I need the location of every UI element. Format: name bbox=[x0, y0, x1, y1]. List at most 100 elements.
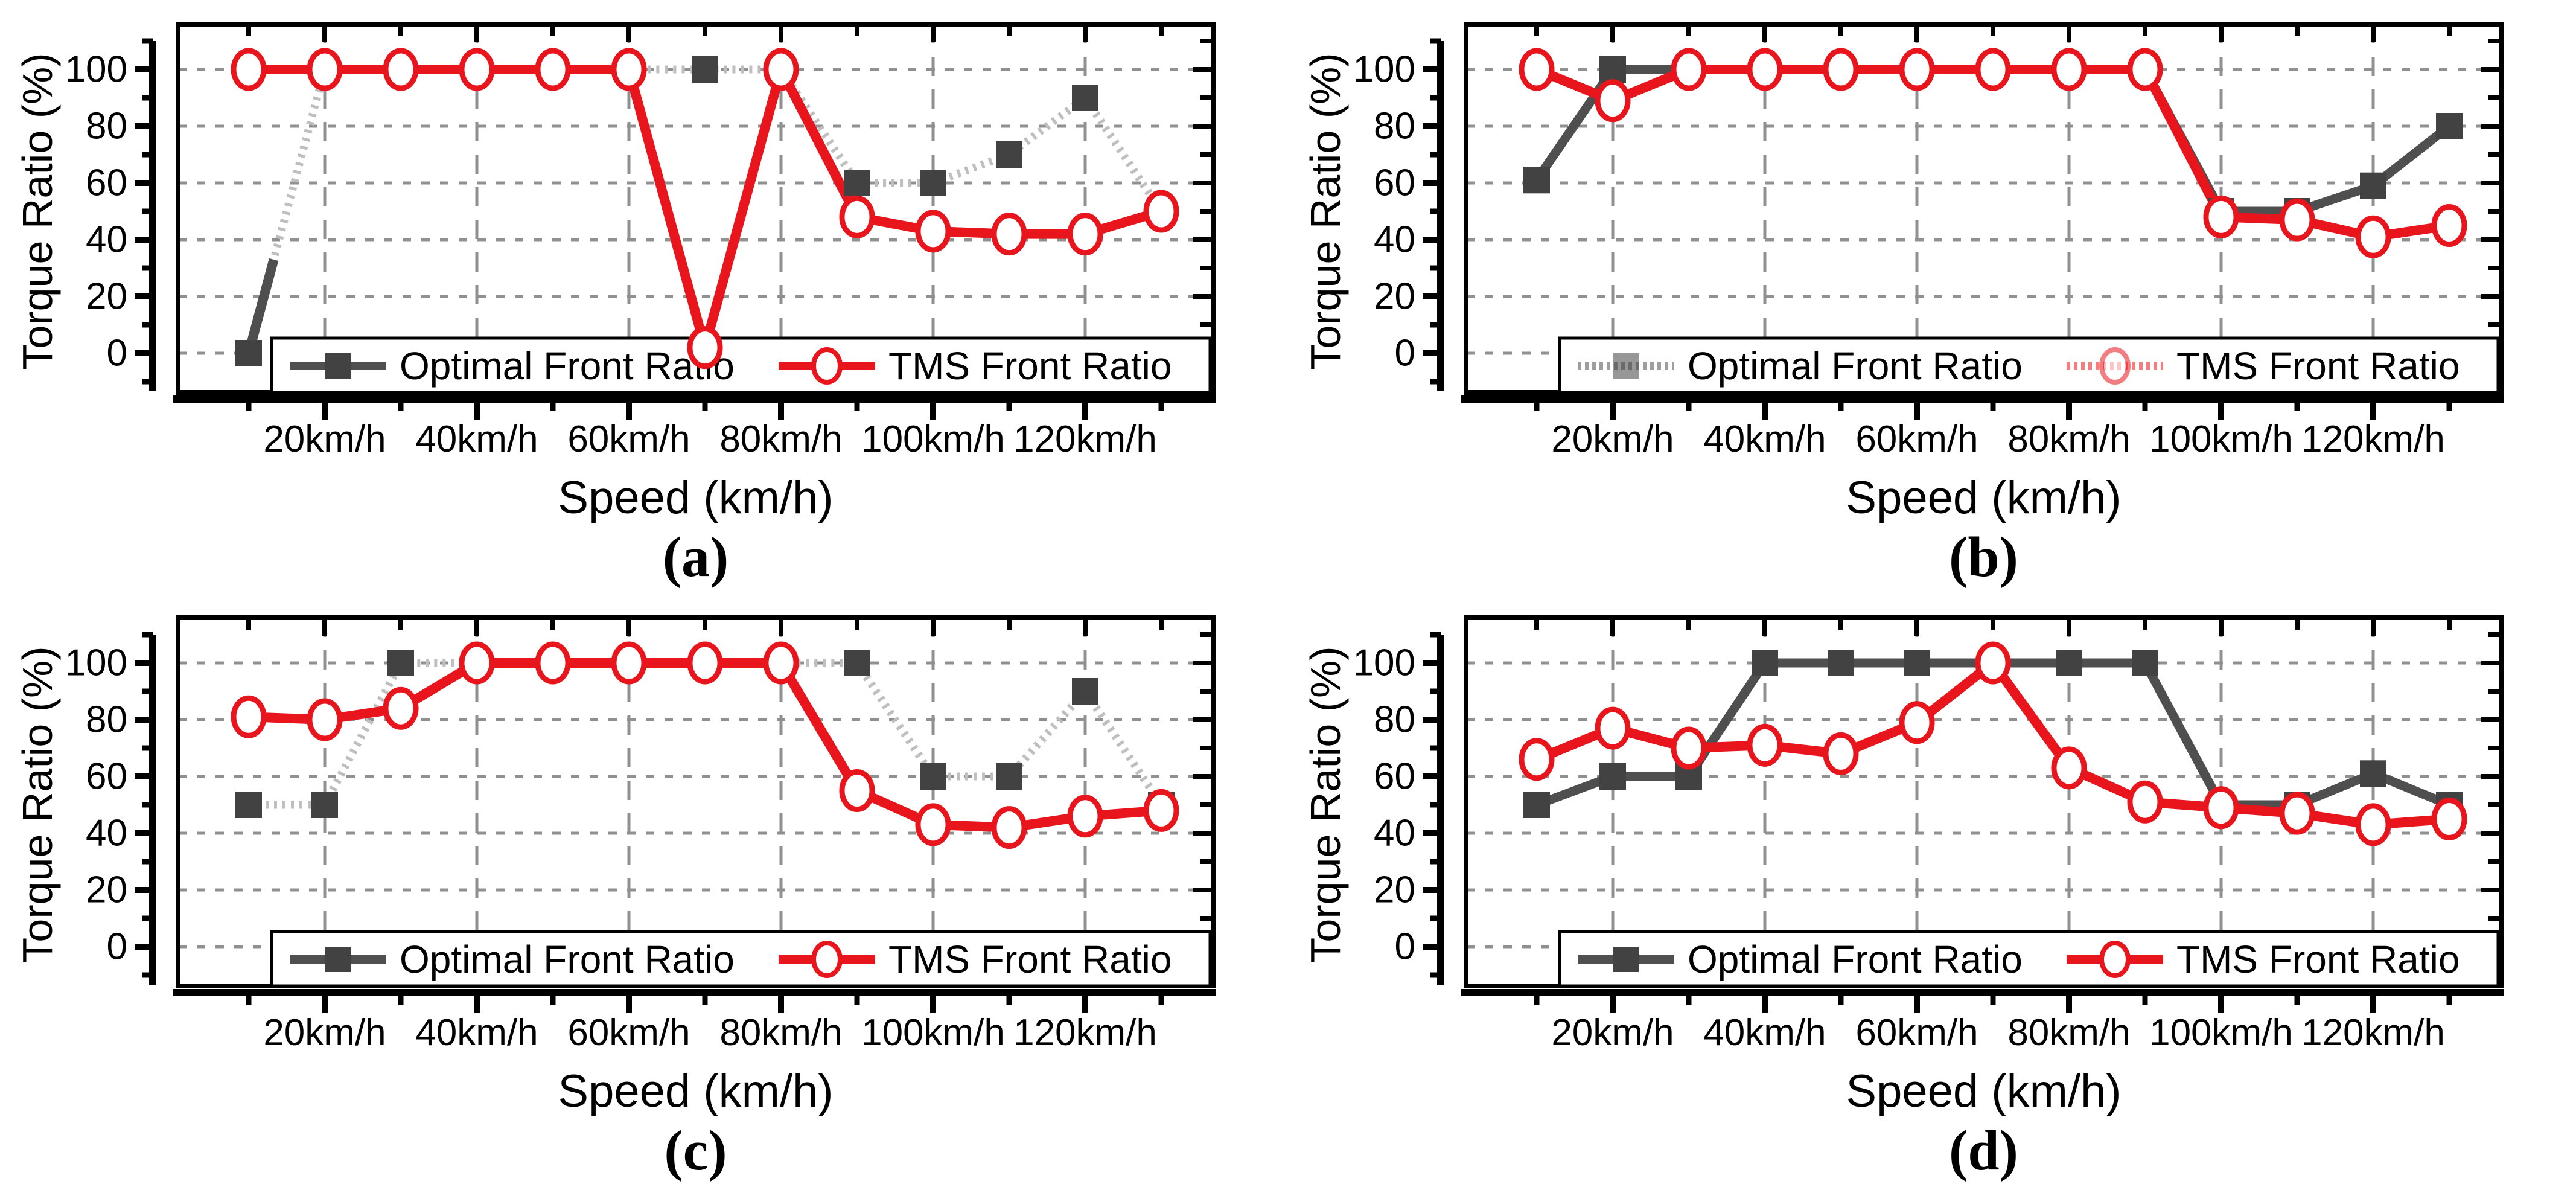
marker-square bbox=[1523, 792, 1550, 818]
series-line-optimal bbox=[244, 65, 1165, 354]
y-tick-label: 60 bbox=[1374, 162, 1415, 204]
legend-box bbox=[270, 930, 1212, 988]
y-tick-label: 80 bbox=[86, 106, 127, 147]
marker-circle bbox=[611, 48, 647, 91]
legend-sample-circle-marker bbox=[811, 941, 843, 978]
legend-sample-circle-marker bbox=[811, 347, 843, 385]
marker-square bbox=[387, 650, 414, 676]
marker-circle bbox=[2431, 204, 2467, 247]
marker-circle bbox=[307, 698, 343, 741]
marker-circle bbox=[1823, 48, 1859, 91]
panel-letter: (a) bbox=[663, 526, 729, 589]
marker-circle bbox=[915, 803, 951, 846]
x-tick-label: 40km/h bbox=[415, 418, 538, 460]
x-axis-title: Speed (km/h) bbox=[1846, 1066, 2121, 1117]
marker-circle bbox=[231, 48, 267, 91]
x-tick-label: 20km/h bbox=[1551, 418, 1674, 460]
marker-square bbox=[1599, 763, 1626, 790]
y-axis-title: Torque Ratio (%) bbox=[14, 646, 61, 963]
marker-square bbox=[2132, 650, 2158, 676]
overlay-segment bbox=[244, 258, 279, 355]
x-tick-label: 60km/h bbox=[1855, 1012, 1978, 1054]
marker-square bbox=[235, 792, 262, 818]
x-axis-title: Speed (km/h) bbox=[1846, 472, 2121, 523]
x-tick-label: 20km/h bbox=[1551, 1012, 1674, 1054]
marker-square bbox=[1828, 650, 1854, 676]
marker-circle bbox=[1747, 48, 1783, 91]
x-tick-label: 80km/h bbox=[2007, 418, 2130, 460]
y-axis-title: Torque Ratio (%) bbox=[1302, 53, 1349, 370]
x-tick-label: 80km/h bbox=[719, 1012, 842, 1054]
marker-square bbox=[2360, 172, 2386, 199]
x-axis-title: Speed (km/h) bbox=[558, 472, 833, 523]
x-tick-label: 20km/h bbox=[263, 418, 386, 460]
x-tick-label: 120km/h bbox=[1013, 1012, 1157, 1054]
y-axis-title: Torque Ratio (%) bbox=[14, 53, 61, 370]
marker-circle bbox=[1899, 48, 1935, 91]
legend-label-optimal: Optimal Front Ratio bbox=[400, 938, 735, 981]
x-tick-label: 120km/h bbox=[1013, 418, 1157, 460]
marker-circle bbox=[459, 48, 495, 91]
x-tick-label: 60km/h bbox=[567, 418, 690, 460]
marker-square bbox=[844, 650, 870, 676]
y-tick-label: 80 bbox=[1374, 106, 1415, 147]
legend-sample-square-marker bbox=[325, 353, 351, 379]
legend-sample-square-marker bbox=[325, 947, 351, 972]
series-line-tms bbox=[248, 658, 1162, 833]
x-tick-label: 120km/h bbox=[2301, 1012, 2445, 1054]
marker-square bbox=[2360, 760, 2386, 787]
panel-letter: (b) bbox=[1949, 526, 2018, 589]
x-tick-label: 100km/h bbox=[2149, 1012, 2293, 1054]
marker-square bbox=[996, 763, 1022, 790]
y-tick-label: 20 bbox=[86, 869, 127, 911]
marker-circle bbox=[1595, 706, 1631, 750]
marker-circle bbox=[307, 48, 343, 91]
legend-box bbox=[1558, 930, 2500, 988]
marker-square bbox=[1523, 167, 1550, 194]
legend-label-tms: TMS Front Ratio bbox=[2176, 344, 2460, 388]
y-tick-label: 60 bbox=[1374, 756, 1415, 798]
marker-circle bbox=[2203, 786, 2239, 830]
y-tick-label: 100 bbox=[1353, 642, 1415, 684]
marker-circle bbox=[1595, 79, 1631, 123]
marker-circle bbox=[1143, 789, 1179, 832]
marker-circle bbox=[1671, 726, 1707, 770]
marker-square bbox=[311, 792, 338, 818]
marker-circle bbox=[839, 769, 875, 812]
marker-square bbox=[235, 340, 262, 366]
legend-label-optimal: Optimal Front Ratio bbox=[1688, 938, 2023, 981]
marker-circle bbox=[2279, 198, 2315, 242]
marker-square bbox=[996, 141, 1022, 168]
legend-label-optimal: Optimal Front Ratio bbox=[1688, 344, 2023, 388]
marker-circle bbox=[2127, 780, 2163, 824]
marker-circle bbox=[1899, 701, 1935, 744]
marker-square bbox=[920, 763, 946, 790]
marker-circle bbox=[763, 641, 799, 685]
x-tick-label: 120km/h bbox=[2301, 418, 2445, 460]
x-tick-label: 60km/h bbox=[1855, 418, 1978, 460]
marker-circle bbox=[2127, 48, 2163, 91]
marker-circle bbox=[2203, 195, 2239, 238]
y-tick-label: 20 bbox=[1374, 276, 1415, 318]
marker-circle bbox=[687, 326, 723, 370]
legend-sample-circle-marker bbox=[2099, 941, 2131, 978]
x-tick-label: 40km/h bbox=[1703, 418, 1826, 460]
marker-circle bbox=[383, 48, 419, 91]
legend-sample-square-marker bbox=[1613, 947, 1639, 972]
legend-label-tms: TMS Front Ratio bbox=[888, 938, 1172, 981]
y-tick-label: 40 bbox=[86, 813, 127, 854]
marker-circle bbox=[1067, 213, 1103, 256]
legend-box bbox=[1558, 336, 2500, 394]
marker-square bbox=[1072, 85, 1098, 111]
marker-circle bbox=[459, 641, 495, 685]
panel-a: 0 20 40 60 80 100 Torque Ratio (%) 20km/h 40km/h… bbox=[0, 0, 1288, 594]
marker-circle bbox=[1143, 190, 1179, 233]
marker-square bbox=[692, 56, 718, 83]
x-tick-label: 80km/h bbox=[2007, 1012, 2130, 1054]
y-tick-label: 100 bbox=[1353, 49, 1415, 91]
y-tick-label: 60 bbox=[86, 162, 127, 204]
panel-b: 0 20 40 60 80 100 Torque Ratio (%) 20km/h 40km/h… bbox=[1288, 0, 2576, 594]
